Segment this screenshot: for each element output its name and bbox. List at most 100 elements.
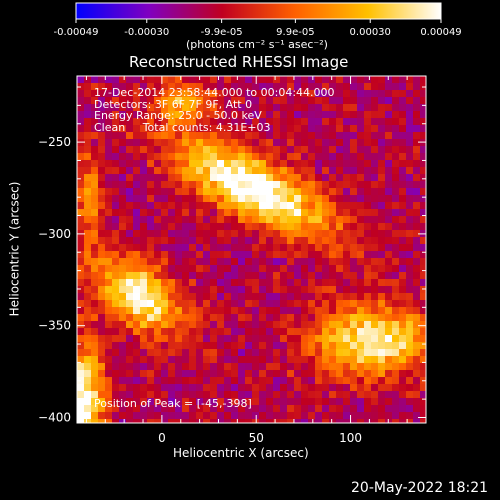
heatmap-cell — [119, 307, 127, 315]
heatmap-cell — [140, 195, 148, 203]
heatmap-cell — [315, 230, 323, 238]
heatmap-cell — [420, 139, 426, 147]
heatmap-cell — [126, 363, 134, 371]
heatmap-cell — [357, 258, 365, 266]
heatmap-cell — [308, 160, 316, 168]
heatmap-cell — [420, 97, 426, 105]
heatmap-cell — [392, 118, 400, 126]
heatmap-cell — [119, 356, 127, 364]
heatmap-cell — [280, 167, 288, 175]
heatmap-cell — [259, 118, 267, 126]
heatmap-cell — [231, 370, 239, 378]
heatmap-cell — [259, 167, 267, 175]
heatmap-cell — [217, 188, 225, 196]
heatmap-cell — [217, 230, 225, 238]
heatmap-cell — [364, 118, 372, 126]
heatmap-cell — [266, 216, 274, 224]
heatmap-cell — [308, 90, 316, 98]
heatmap-cell — [350, 195, 358, 203]
heatmap-cell — [126, 258, 134, 266]
heatmap-cell — [140, 349, 148, 357]
heatmap-cell — [350, 356, 358, 364]
heatmap-cell — [105, 118, 113, 126]
heatmap-cell — [84, 181, 92, 189]
heatmap-cell — [273, 146, 281, 154]
heatmap-cell — [245, 90, 253, 98]
heatmap-cell — [252, 405, 260, 413]
heatmap-cell — [315, 370, 323, 378]
heatmap-cell — [399, 202, 407, 210]
heatmap-cell — [231, 356, 239, 364]
heatmap-cell — [161, 377, 169, 385]
heatmap-cell — [182, 370, 190, 378]
heatmap-cell — [77, 405, 85, 413]
heatmap-cell — [231, 419, 239, 423]
heatmap-cell — [210, 139, 218, 147]
heatmap-cell — [133, 132, 141, 140]
heatmap-cell — [259, 328, 267, 336]
heatmap-cell — [168, 209, 176, 217]
heatmap-cell — [420, 293, 426, 301]
info-block: 17-Dec-2014 23:58:44.000 to 00:04:44.000… — [94, 87, 335, 133]
heatmap-cell — [189, 342, 197, 350]
heatmap-cell — [189, 104, 197, 112]
heatmap-cell — [112, 104, 120, 112]
heatmap-cell — [98, 342, 106, 350]
heatmap-cell — [385, 300, 393, 308]
heatmap-cell — [161, 419, 169, 423]
heatmap-cell — [259, 153, 267, 161]
heatmap-cell — [329, 377, 337, 385]
heatmap-cell — [357, 188, 365, 196]
heatmap-cell — [343, 272, 351, 280]
heatmap-cell — [245, 195, 253, 203]
heatmap-cell — [112, 377, 120, 385]
heatmap-cell — [294, 125, 302, 133]
heatmap-cell — [161, 237, 169, 245]
heatmap-cell — [392, 258, 400, 266]
heatmap-cell — [406, 314, 414, 322]
heatmap-cell — [371, 132, 379, 140]
heatmap-cell — [189, 230, 197, 238]
heatmap-cell — [252, 377, 260, 385]
heatmap-cell — [217, 139, 225, 147]
heatmap-cell — [315, 174, 323, 182]
heatmap-cell — [168, 391, 176, 399]
heatmap-cell — [343, 405, 351, 413]
heatmap-cell — [301, 167, 309, 175]
heatmap-cell — [329, 314, 337, 322]
heatmap-cell — [399, 181, 407, 189]
heatmap-cell — [154, 216, 162, 224]
heatmap-cell — [238, 230, 246, 238]
heatmap-cell — [98, 104, 106, 112]
heatmap-cell — [392, 104, 400, 112]
heatmap-cell — [189, 83, 197, 91]
heatmap-cell — [126, 97, 134, 105]
heatmap-cell — [105, 391, 113, 399]
heatmap-cell — [385, 160, 393, 168]
heatmap-cell — [273, 251, 281, 259]
heatmap-cell — [350, 272, 358, 280]
heatmap-cell — [252, 293, 260, 301]
heatmap-cell — [322, 377, 330, 385]
heatmap-cell — [273, 377, 281, 385]
heatmap-cell — [154, 167, 162, 175]
heatmap-cell — [147, 279, 155, 287]
heatmap-cell — [399, 419, 407, 423]
heatmap-cell — [217, 307, 225, 315]
heatmap-cell — [399, 412, 407, 420]
heatmap-cell — [273, 230, 281, 238]
heatmap-cell — [161, 293, 169, 301]
heatmap-cell — [238, 181, 246, 189]
heatmap-cell — [210, 237, 218, 245]
heatmap-cell — [322, 97, 330, 105]
heatmap-cell — [315, 419, 323, 423]
heatmap-cell — [98, 370, 106, 378]
heatmap-cell — [378, 244, 386, 252]
heatmap-cell — [357, 251, 365, 259]
heatmap-cell — [84, 293, 92, 301]
heatmap-cell — [322, 251, 330, 259]
heatmap-cell — [224, 314, 232, 322]
heatmap-cell — [182, 160, 190, 168]
heatmap-cell — [154, 419, 162, 423]
heatmap-cell — [238, 314, 246, 322]
